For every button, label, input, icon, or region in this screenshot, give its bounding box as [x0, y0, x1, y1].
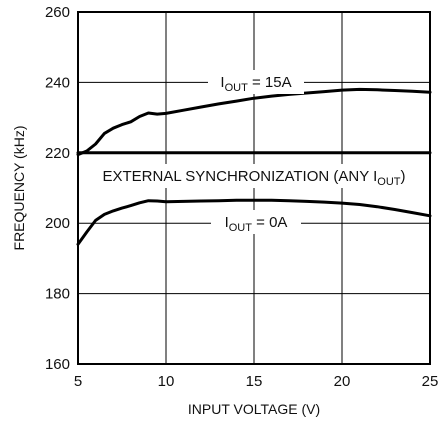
annotation-rest: = 0A: [252, 214, 287, 231]
annotation-subscript: OUT: [377, 176, 401, 188]
y-tick-label: 160: [45, 356, 70, 373]
y-tick-label: 180: [45, 286, 70, 303]
annotation-ext_sync: EXTERNAL SYNCHRONIZATION (ANY IOUT): [103, 168, 406, 188]
y-tick-label: 200: [45, 215, 70, 232]
x-axis-label: INPUT VOLTAGE (V): [188, 401, 320, 417]
x-tick-label: 5: [74, 373, 82, 390]
y-tick-label: 260: [45, 4, 70, 21]
y-axis-label: FREQUENCY (kHz): [11, 126, 27, 251]
annotation-iout15: IOUT = 15A: [220, 74, 291, 94]
annotation-subscript: OUT: [229, 222, 253, 234]
x-tick-label: 15: [246, 373, 263, 390]
annotation-main: I: [220, 74, 224, 91]
x-tick-label: 20: [334, 373, 351, 390]
plot-frame: [77, 11, 431, 365]
x-tick-label: 10: [158, 373, 175, 390]
annotation-bg-iout0: [211, 210, 301, 234]
series-layer: [76, 87, 432, 246]
annotation-iout0: IOUT = 0A: [225, 214, 288, 234]
annotation-main: I: [225, 214, 229, 231]
annotation-bg-ext_sync: [90, 164, 418, 188]
series-line-iout15: [76, 87, 432, 157]
annotation-subscript: OUT: [225, 82, 249, 94]
y-tick-label: 240: [45, 74, 70, 91]
x-tick-label: 25: [422, 373, 439, 390]
y-tick-label: 220: [45, 145, 70, 162]
annotation-main: EXTERNAL SYNCHRONIZATION (ANY I: [103, 168, 378, 185]
annotation-rest: ): [401, 168, 406, 185]
series-line-iout0: [76, 198, 432, 246]
annotation-bg-iout15: [208, 70, 304, 94]
tick-labels: 5 10 15 20 25 160 180 200 220 240 260: [45, 4, 438, 390]
annotation-rest: = 15A: [248, 74, 292, 91]
